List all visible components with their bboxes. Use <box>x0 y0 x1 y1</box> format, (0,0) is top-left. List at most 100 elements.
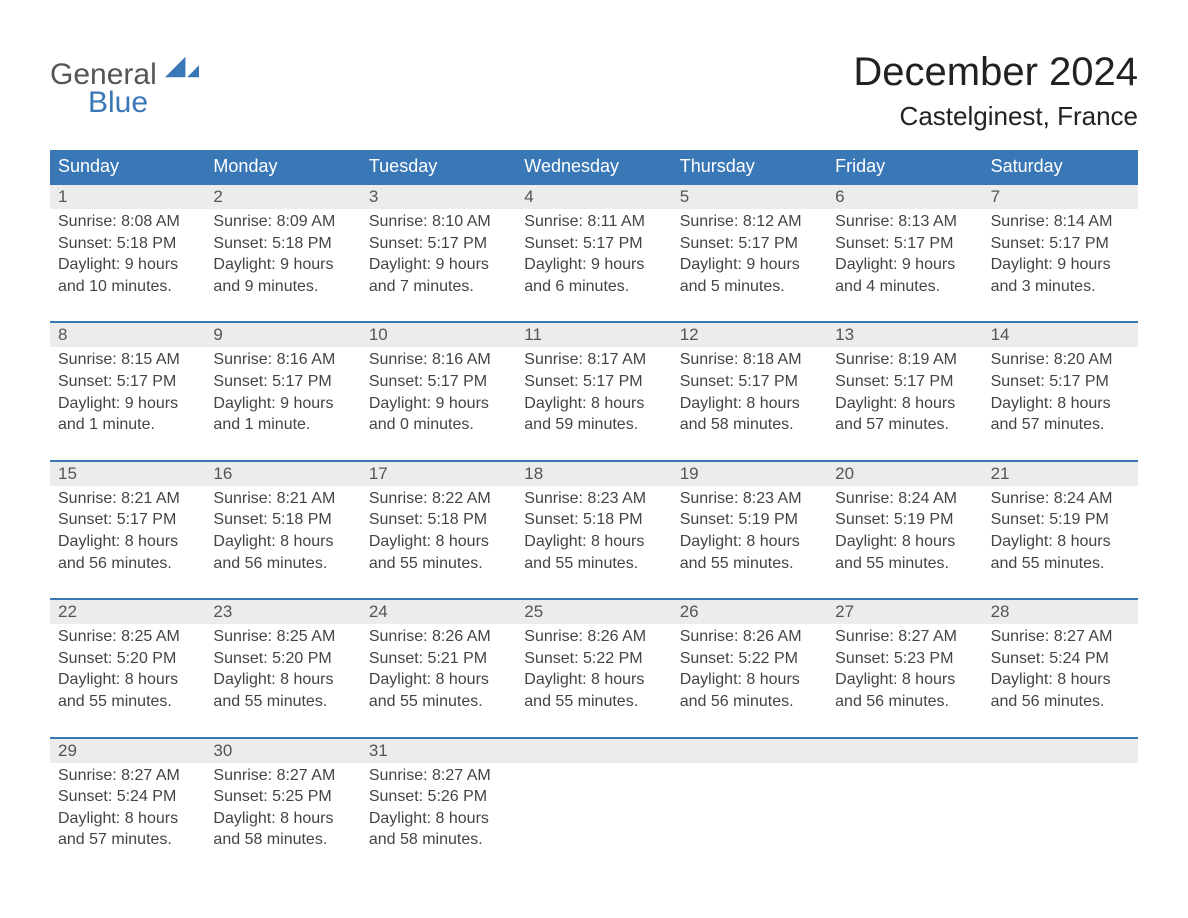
day-sunset: Sunset: 5:20 PM <box>58 648 197 670</box>
day-header-cell: Saturday <box>983 150 1138 183</box>
day-sunset: Sunset: 5:17 PM <box>524 371 663 393</box>
day-number: 10 <box>361 323 516 347</box>
day-sunset: Sunset: 5:17 PM <box>835 371 974 393</box>
day-day2: and 55 minutes. <box>524 553 663 575</box>
day-day1: Daylight: 9 hours <box>991 254 1130 276</box>
day-cell <box>827 763 982 875</box>
day-sunrise: Sunrise: 8:23 AM <box>524 488 663 510</box>
day-day1: Daylight: 8 hours <box>835 669 974 691</box>
day-sunrise: Sunrise: 8:12 AM <box>680 211 819 233</box>
day-day2: and 6 minutes. <box>524 276 663 298</box>
day-day2: and 55 minutes. <box>524 691 663 713</box>
day-day1: Daylight: 8 hours <box>680 669 819 691</box>
day-cell: Sunrise: 8:10 AMSunset: 5:17 PMDaylight:… <box>361 209 516 321</box>
day-day2: and 56 minutes. <box>213 553 352 575</box>
week-content-row: Sunrise: 8:15 AMSunset: 5:17 PMDaylight:… <box>50 347 1138 459</box>
day-number: 23 <box>205 600 360 624</box>
day-number: 12 <box>672 323 827 347</box>
day-cell: Sunrise: 8:18 AMSunset: 5:17 PMDaylight:… <box>672 347 827 459</box>
day-sunrise: Sunrise: 8:18 AM <box>680 349 819 371</box>
day-cell: Sunrise: 8:23 AMSunset: 5:18 PMDaylight:… <box>516 486 671 598</box>
day-sunrise: Sunrise: 8:15 AM <box>58 349 197 371</box>
day-day2: and 4 minutes. <box>835 276 974 298</box>
day-sunrise: Sunrise: 8:27 AM <box>213 765 352 787</box>
day-cell: Sunrise: 8:16 AMSunset: 5:17 PMDaylight:… <box>361 347 516 459</box>
day-day1: Daylight: 8 hours <box>58 531 197 553</box>
day-number: 1 <box>50 185 205 209</box>
day-number: 31 <box>361 739 516 763</box>
logo-mark-icon <box>165 58 199 91</box>
day-sunrise: Sunrise: 8:24 AM <box>835 488 974 510</box>
day-day2: and 55 minutes. <box>213 691 352 713</box>
week-daynum-row: 891011121314 <box>50 321 1138 347</box>
day-day1: Daylight: 9 hours <box>680 254 819 276</box>
day-number: 29 <box>50 739 205 763</box>
day-sunrise: Sunrise: 8:14 AM <box>991 211 1130 233</box>
day-sunset: Sunset: 5:24 PM <box>58 786 197 808</box>
day-day1: Daylight: 8 hours <box>991 669 1130 691</box>
day-cell: Sunrise: 8:21 AMSunset: 5:17 PMDaylight:… <box>50 486 205 598</box>
day-cell: Sunrise: 8:24 AMSunset: 5:19 PMDaylight:… <box>827 486 982 598</box>
day-sunset: Sunset: 5:17 PM <box>680 371 819 393</box>
day-header-cell: Sunday <box>50 150 205 183</box>
page-root: General Blue December 2024 Castelginest,… <box>0 0 1188 875</box>
day-sunset: Sunset: 5:18 PM <box>369 509 508 531</box>
day-cell: Sunrise: 8:27 AMSunset: 5:26 PMDaylight:… <box>361 763 516 875</box>
day-number <box>516 739 671 763</box>
day-number <box>827 739 982 763</box>
month-title: December 2024 <box>853 50 1138 95</box>
day-number: 18 <box>516 462 671 486</box>
day-day1: Daylight: 9 hours <box>58 254 197 276</box>
day-number: 4 <box>516 185 671 209</box>
day-day1: Daylight: 8 hours <box>369 669 508 691</box>
day-day1: Daylight: 8 hours <box>369 808 508 830</box>
day-sunset: Sunset: 5:17 PM <box>58 371 197 393</box>
day-cell: Sunrise: 8:26 AMSunset: 5:21 PMDaylight:… <box>361 624 516 736</box>
day-day2: and 59 minutes. <box>524 414 663 436</box>
day-number: 3 <box>361 185 516 209</box>
day-day2: and 1 minute. <box>58 414 197 436</box>
day-day2: and 3 minutes. <box>991 276 1130 298</box>
day-sunrise: Sunrise: 8:26 AM <box>369 626 508 648</box>
day-day1: Daylight: 8 hours <box>680 531 819 553</box>
day-sunset: Sunset: 5:17 PM <box>991 233 1130 255</box>
day-cell: Sunrise: 8:13 AMSunset: 5:17 PMDaylight:… <box>827 209 982 321</box>
day-sunset: Sunset: 5:19 PM <box>680 509 819 531</box>
day-sunrise: Sunrise: 8:25 AM <box>58 626 197 648</box>
day-sunset: Sunset: 5:17 PM <box>369 233 508 255</box>
day-cell: Sunrise: 8:26 AMSunset: 5:22 PMDaylight:… <box>672 624 827 736</box>
day-day2: and 55 minutes. <box>58 691 197 713</box>
day-day1: Daylight: 8 hours <box>835 393 974 415</box>
day-number: 5 <box>672 185 827 209</box>
day-sunset: Sunset: 5:25 PM <box>213 786 352 808</box>
day-day2: and 56 minutes. <box>835 691 974 713</box>
day-header-cell: Wednesday <box>516 150 671 183</box>
day-cell <box>672 763 827 875</box>
day-day2: and 55 minutes. <box>369 691 508 713</box>
day-cell: Sunrise: 8:27 AMSunset: 5:24 PMDaylight:… <box>983 624 1138 736</box>
week-content-row: Sunrise: 8:21 AMSunset: 5:17 PMDaylight:… <box>50 486 1138 598</box>
day-day2: and 57 minutes. <box>991 414 1130 436</box>
day-sunrise: Sunrise: 8:21 AM <box>58 488 197 510</box>
day-sunrise: Sunrise: 8:24 AM <box>991 488 1130 510</box>
day-sunrise: Sunrise: 8:27 AM <box>835 626 974 648</box>
day-sunrise: Sunrise: 8:10 AM <box>369 211 508 233</box>
day-cell: Sunrise: 8:17 AMSunset: 5:17 PMDaylight:… <box>516 347 671 459</box>
day-header-cell: Thursday <box>672 150 827 183</box>
day-day1: Daylight: 8 hours <box>369 531 508 553</box>
day-day2: and 56 minutes. <box>991 691 1130 713</box>
day-sunrise: Sunrise: 8:27 AM <box>369 765 508 787</box>
day-sunrise: Sunrise: 8:19 AM <box>835 349 974 371</box>
day-day1: Daylight: 8 hours <box>58 808 197 830</box>
week-daynum-row: 293031 <box>50 737 1138 763</box>
day-number: 8 <box>50 323 205 347</box>
day-sunset: Sunset: 5:26 PM <box>369 786 508 808</box>
day-number: 26 <box>672 600 827 624</box>
day-number: 9 <box>205 323 360 347</box>
day-day1: Daylight: 8 hours <box>524 531 663 553</box>
day-sunset: Sunset: 5:20 PM <box>213 648 352 670</box>
day-number: 6 <box>827 185 982 209</box>
day-sunrise: Sunrise: 8:25 AM <box>213 626 352 648</box>
title-block: December 2024 Castelginest, France <box>853 50 1138 132</box>
day-sunrise: Sunrise: 8:20 AM <box>991 349 1130 371</box>
